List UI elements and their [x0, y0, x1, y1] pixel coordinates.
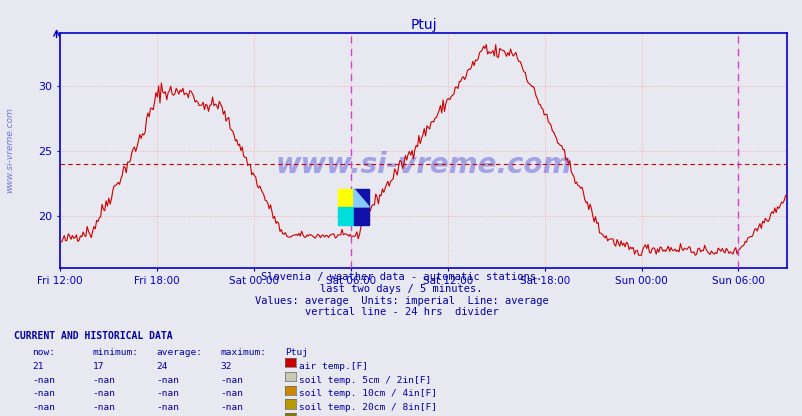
Text: -nan: -nan — [156, 403, 180, 412]
Text: soil temp. 10cm / 4in[F]: soil temp. 10cm / 4in[F] — [298, 389, 436, 399]
Text: -nan: -nan — [92, 389, 115, 399]
Text: -nan: -nan — [156, 389, 180, 399]
Text: -nan: -nan — [92, 376, 115, 385]
Title: Ptuj: Ptuj — [410, 18, 436, 32]
Text: -nan: -nan — [32, 403, 55, 412]
Bar — [338, 207, 354, 225]
Text: -nan: -nan — [156, 376, 180, 385]
Text: -nan: -nan — [221, 403, 244, 412]
Text: average:: average: — [156, 348, 202, 357]
Text: now:: now: — [32, 348, 55, 357]
Text: -nan: -nan — [221, 389, 244, 399]
Text: -nan: -nan — [221, 376, 244, 385]
Text: soil temp. 5cm / 2in[F]: soil temp. 5cm / 2in[F] — [298, 376, 431, 385]
Text: -nan: -nan — [32, 389, 55, 399]
Text: -nan: -nan — [32, 376, 55, 385]
Text: air temp.[F]: air temp.[F] — [298, 362, 367, 371]
Text: minimum:: minimum: — [92, 348, 138, 357]
Text: vertical line - 24 hrs  divider: vertical line - 24 hrs divider — [304, 307, 498, 317]
Text: -nan: -nan — [92, 403, 115, 412]
Bar — [354, 189, 369, 225]
Text: Ptuj: Ptuj — [285, 348, 308, 357]
Text: soil temp. 20cm / 8in[F]: soil temp. 20cm / 8in[F] — [298, 403, 436, 412]
Text: www.si-vreme.com: www.si-vreme.com — [5, 107, 14, 193]
Text: Values: average  Units: imperial  Line: average: Values: average Units: imperial Line: av… — [254, 296, 548, 306]
Polygon shape — [354, 189, 369, 207]
Text: www.si-vreme.com: www.si-vreme.com — [275, 151, 571, 179]
Text: 21: 21 — [32, 362, 43, 371]
Text: 32: 32 — [221, 362, 232, 371]
Text: 24: 24 — [156, 362, 168, 371]
Bar — [338, 189, 354, 207]
Text: last two days / 5 minutes.: last two days / 5 minutes. — [320, 284, 482, 294]
Text: maximum:: maximum: — [221, 348, 266, 357]
Text: CURRENT AND HISTORICAL DATA: CURRENT AND HISTORICAL DATA — [14, 331, 173, 341]
Text: 17: 17 — [92, 362, 103, 371]
Text: Slovenia / weather data - automatic stations.: Slovenia / weather data - automatic stat… — [261, 272, 541, 282]
